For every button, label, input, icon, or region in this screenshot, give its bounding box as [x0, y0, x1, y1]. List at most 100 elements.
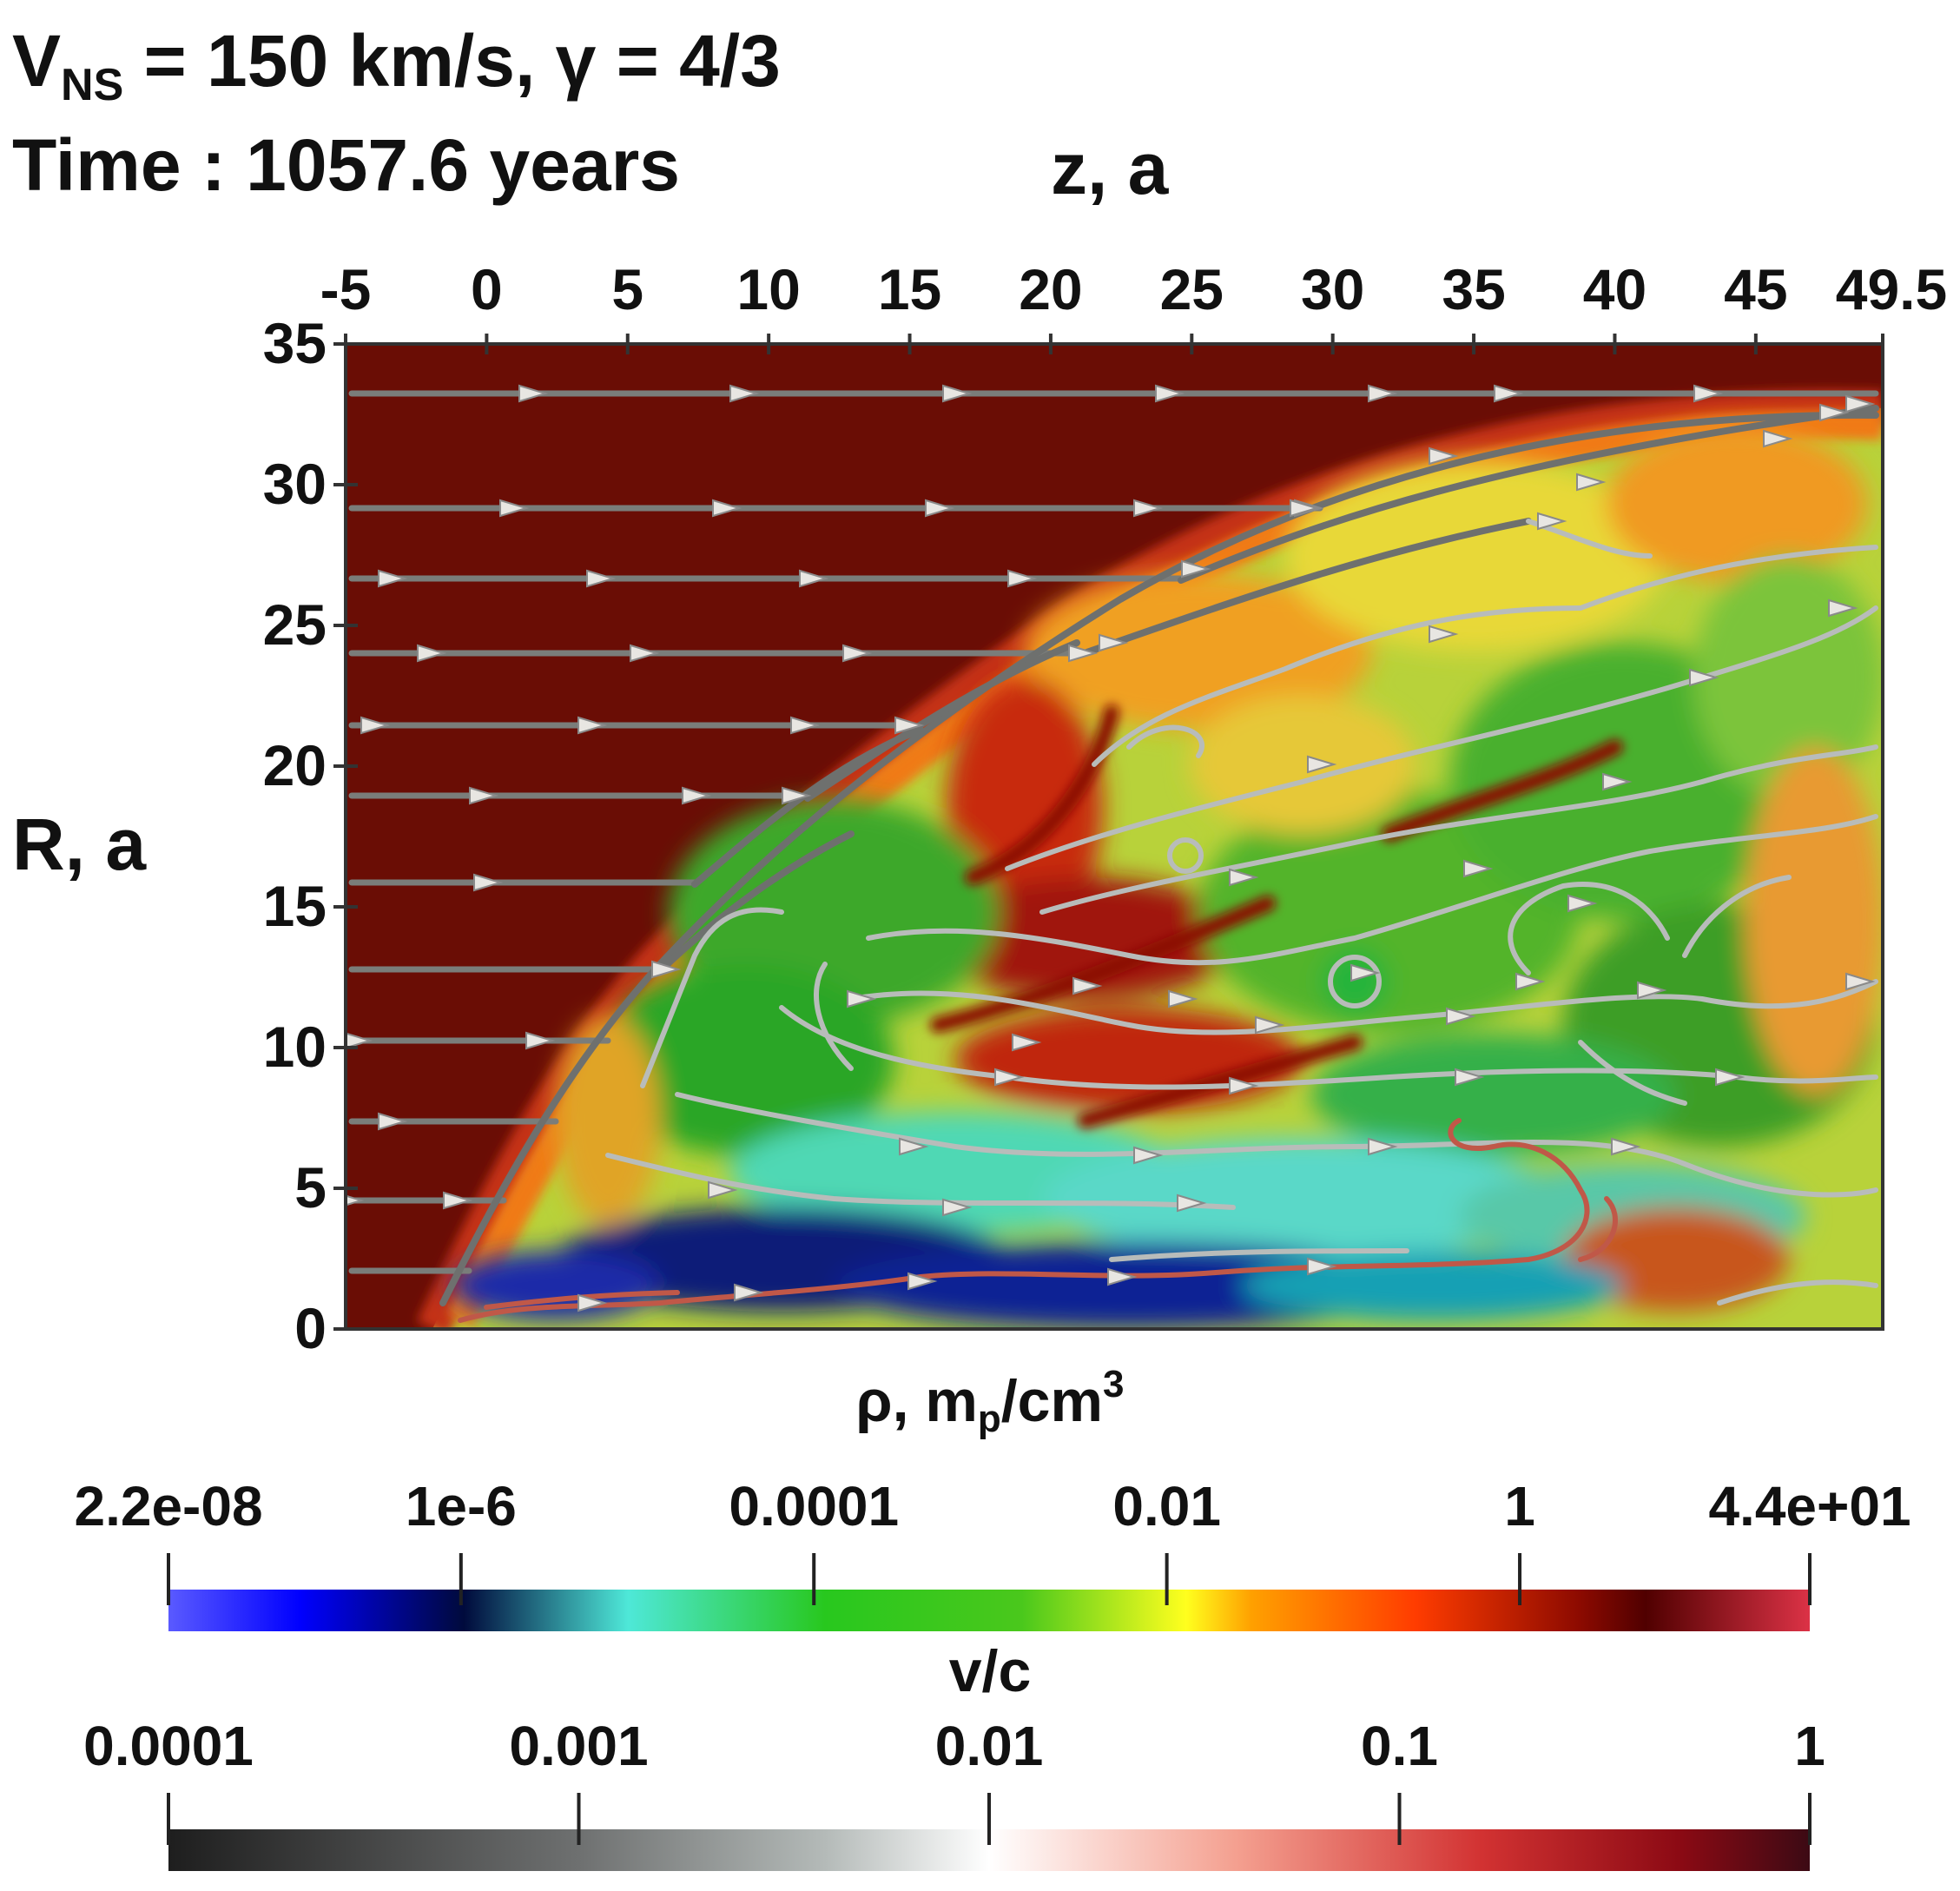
streamline-arrow: [942, 1198, 973, 1217]
x-tick-label: 40: [1582, 257, 1647, 321]
colorbar-tick-label: 0.0001: [83, 1715, 254, 1777]
colorbar-tick-label: 2.2e-08: [74, 1475, 263, 1537]
y-tick-label: 0: [294, 1296, 327, 1360]
x-tick-label: 35: [1442, 257, 1506, 321]
streamline-arrow: [1229, 1076, 1259, 1095]
streamline-arrow: [1602, 772, 1633, 791]
y-tick-label: 5: [294, 1155, 327, 1220]
streamline-arrow: [1350, 963, 1381, 982]
velocity-subscript: NS: [61, 60, 124, 110]
streamline-arrow: [1819, 403, 1850, 422]
plot-frame: [344, 342, 1884, 1331]
y-tick-label: 10: [262, 1015, 327, 1079]
streamline-arrow: [925, 499, 955, 518]
simulation-parameters: VNS = 150 km/s, γ = 4/3: [12, 24, 781, 108]
streamline-arrow: [1446, 1007, 1476, 1026]
streamline-arrow: [469, 786, 499, 805]
streamline-arrow: [1255, 1015, 1285, 1035]
x-tick-label: -5: [320, 257, 372, 321]
streamline-arrow: [1567, 894, 1598, 913]
streamline-arrow: [417, 644, 447, 663]
density-title-sub: p: [977, 1398, 1001, 1440]
x-tick-label: 30: [1300, 257, 1365, 321]
streamline-arrow: [473, 873, 504, 892]
simulation-time: Time : 1057.6 years: [12, 124, 681, 206]
density-colorbar-title: ρ, mp/cm3: [856, 1365, 1125, 1438]
streamline-arrow: [1463, 859, 1494, 878]
streamline-arrow: [586, 569, 617, 588]
streamline-arrow: [1611, 1137, 1641, 1156]
streamline-arrow: [894, 716, 925, 735]
streamline-arrow: [1537, 512, 1567, 531]
streamline-arrow: [1637, 981, 1667, 1000]
density-title-sup: 3: [1102, 1363, 1125, 1405]
x-tick-label: 25: [1159, 257, 1224, 321]
streamline-arrow: [1576, 473, 1607, 492]
streamline-arrow: [1494, 384, 1524, 403]
streamline-arrow: [518, 384, 549, 403]
colorbar-tick-label: 0.01: [934, 1715, 1044, 1777]
streamline-arrow: [847, 989, 877, 1008]
streamline-arrow: [1763, 429, 1793, 448]
colorbar-tick-label: 0.1: [1361, 1715, 1438, 1777]
colorbar-tick-label: 0.01: [1112, 1475, 1221, 1537]
streamline-arrow: [1168, 989, 1198, 1008]
streamline-arrow: [443, 1191, 473, 1210]
x-tick-label: 15: [877, 257, 942, 321]
streamline-arrowheads: [346, 384, 1876, 1312]
y-axis-title: R, a: [12, 803, 147, 885]
speed-colorbar-title: v/c: [948, 1638, 1032, 1704]
y-tick-label: 30: [262, 452, 327, 516]
streamline-arrow: [1307, 1257, 1337, 1276]
streamline-arrow: [360, 716, 391, 735]
y-tick-label: 25: [262, 592, 327, 657]
x-tick-label: 5: [611, 257, 644, 321]
streamline-arrow: [1845, 394, 1876, 413]
streamline-arrow: [630, 644, 660, 663]
streamline-arrow: [1828, 598, 1858, 618]
colorbar-ticks: [167, 1553, 1812, 1845]
streamline-arrow: [1229, 868, 1259, 887]
density-colorbar: [168, 1590, 1810, 1631]
colorbar-tick-label: 1: [1794, 1715, 1825, 1777]
streamline-arrow: [782, 786, 812, 805]
y-tick-label: 15: [262, 874, 327, 938]
streamline-arrow: [1155, 384, 1185, 403]
colorbar-tick-label: 1: [1504, 1475, 1535, 1537]
streamline-arrow: [651, 960, 682, 979]
y-tick-label: 20: [262, 733, 327, 797]
streamline-arrow: [378, 569, 408, 588]
streamline-arrow: [842, 644, 873, 663]
streamline-arrow: [1007, 569, 1038, 588]
x-tick-label: 49.5: [1835, 257, 1948, 321]
streamline-arrow: [1072, 976, 1103, 995]
colorbar-tick-label: 4.4e+01: [1708, 1475, 1911, 1537]
streamline-arrow: [346, 1032, 373, 1049]
streamline-arrow: [1177, 1193, 1207, 1213]
colorbar-tick-label: 0.001: [509, 1715, 649, 1777]
streamline-arrow: [1715, 1068, 1746, 1087]
streamline-arrow: [1012, 1033, 1042, 1052]
streamline-arrow: [1290, 499, 1320, 518]
streamline-arrow: [577, 716, 608, 735]
streamline-arrow: [577, 1293, 608, 1312]
streamline-arrow: [729, 384, 760, 403]
streamline-arrow: [1368, 384, 1398, 403]
density-heatmap: [346, 344, 1883, 1329]
streamline-arrow: [499, 499, 530, 518]
streamline-arrow: [790, 716, 821, 735]
streamline-arrow: [899, 1137, 929, 1156]
streamline-arrow: [378, 1112, 408, 1131]
parameters-text: = 150 km/s, γ = 4/3: [123, 20, 781, 102]
streamline-arrow: [1133, 1146, 1164, 1165]
streamline-arrow: [942, 384, 973, 403]
streamline-arrow: [799, 569, 829, 588]
streamline-arrow: [1133, 499, 1164, 518]
streamline-arrow: [1107, 1267, 1138, 1286]
x-tick-label: 20: [1019, 257, 1083, 321]
velocity-symbol: V: [12, 20, 62, 102]
streamline-arrow: [712, 499, 742, 518]
x-tick-label: 45: [1724, 257, 1788, 321]
streamline-arrow: [734, 1283, 764, 1302]
